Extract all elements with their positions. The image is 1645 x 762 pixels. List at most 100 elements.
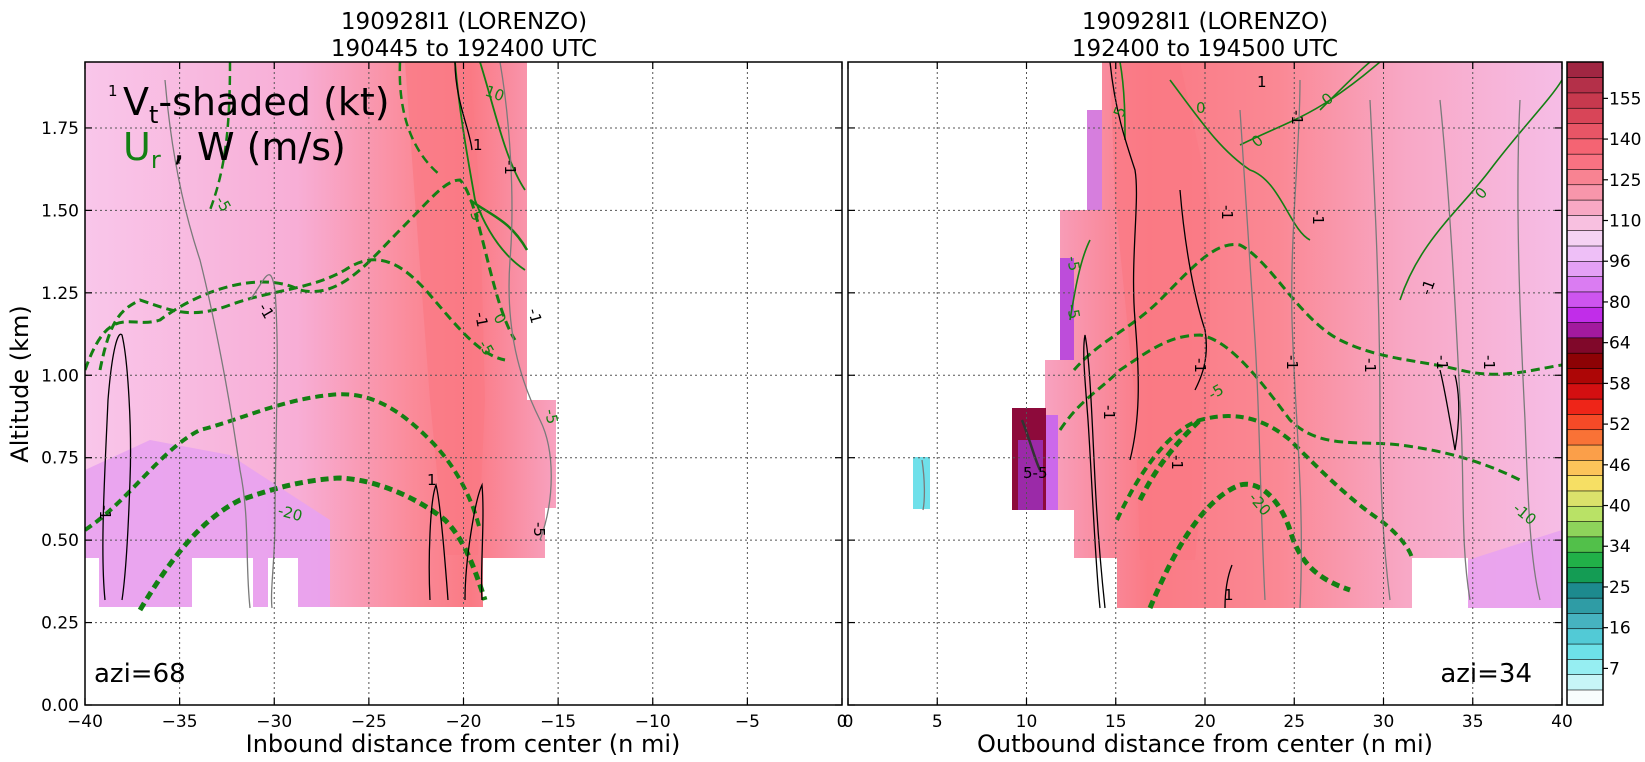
right-w-contour bbox=[1291, 79, 1303, 609]
y-tick-label: 1.25 bbox=[41, 284, 79, 304]
right-x-tick-label: 10 bbox=[1016, 712, 1038, 732]
colorbar-swatch bbox=[1566, 490, 1604, 507]
right-w-contour bbox=[1517, 99, 1541, 601]
left-ur-contour-label: -20 bbox=[276, 501, 304, 525]
colorbar-swatch bbox=[1566, 138, 1604, 155]
colorbar-swatch bbox=[1566, 674, 1604, 691]
left-w-contour bbox=[464, 482, 484, 601]
colorbar-swatch bbox=[1566, 352, 1604, 369]
right-w-contour bbox=[1109, 62, 1139, 461]
colorbar-swatch bbox=[1566, 260, 1604, 277]
colorbar-swatch bbox=[1566, 291, 1604, 308]
right-title-line2: 192400 to 194500 UTC bbox=[1072, 36, 1338, 62]
legend-ur-w-line: Ur , W (m/s) bbox=[123, 125, 346, 174]
right-w-contour bbox=[1224, 564, 1233, 609]
colorbar-swatch bbox=[1566, 429, 1604, 446]
colorbar-tick-label: 155 bbox=[1609, 89, 1641, 109]
colorbar-swatch bbox=[1566, 582, 1604, 599]
left-x-tick-label: −40 bbox=[67, 712, 103, 732]
right-ur-contour-label: -5 bbox=[1063, 303, 1083, 321]
y-axis-label: Altitude (km) bbox=[6, 305, 34, 462]
colorbar-swatch bbox=[1566, 337, 1604, 354]
colorbar-swatch bbox=[1566, 566, 1604, 584]
right-x-tick-label: 15 bbox=[1105, 712, 1127, 732]
colorbar-swatch bbox=[1566, 199, 1604, 216]
right-w-contour-label: -1 bbox=[1433, 355, 1451, 370]
right-x-tick-label: 25 bbox=[1283, 712, 1305, 732]
right-w-contour-label: -1 bbox=[1480, 355, 1498, 370]
colorbar-labels: 155 140 125 110 96 80 64 58 52 46 40 34 25 16 7 bbox=[1603, 89, 1641, 679]
left-w-contour bbox=[428, 482, 449, 601]
colorbar-swatch bbox=[1566, 536, 1604, 553]
colorbar-swatch bbox=[1566, 689, 1604, 706]
left-title-line2: 190445 to 192400 UTC bbox=[331, 36, 597, 62]
right-w-contour-label: -1 bbox=[1191, 358, 1209, 373]
right-vt-purple-edge bbox=[1060, 258, 1074, 360]
colorbar-swatch bbox=[1566, 61, 1604, 78]
right-w-contour-label: -1 bbox=[1309, 210, 1327, 225]
right-w-contour bbox=[1083, 334, 1106, 609]
left-x-tick-label: −20 bbox=[446, 712, 482, 732]
right-x-tick-label: 30 bbox=[1373, 712, 1395, 732]
right-w-contour-label: -1 bbox=[1417, 277, 1439, 297]
left-data-gap-1 bbox=[192, 558, 253, 608]
left-x-tick-label: 0 bbox=[837, 712, 848, 732]
left-w-contour-label: -1 bbox=[471, 311, 491, 329]
right-w-contour-label: 5-5 bbox=[1023, 464, 1048, 482]
colorbar-tick-label: 40 bbox=[1609, 497, 1631, 517]
right-ur-contour bbox=[1399, 79, 1562, 301]
left-ur-contour-label: 10 bbox=[483, 82, 507, 105]
left-x-tick-label: −15 bbox=[540, 712, 576, 732]
left-ur-contour bbox=[398, 62, 441, 176]
right-w-contour bbox=[921, 459, 926, 511]
right-ur-contour-label: -5 bbox=[1063, 255, 1083, 273]
colorbar-swatch bbox=[1566, 551, 1604, 568]
colorbar-tick-label: 80 bbox=[1609, 293, 1631, 313]
right-x-tick-label: 20 bbox=[1194, 712, 1216, 732]
left-w-contours bbox=[102, 62, 552, 609]
right-w-contour bbox=[1439, 99, 1471, 601]
right-w-contour-label: -1 bbox=[1100, 405, 1118, 420]
colorbar-swatch bbox=[1566, 230, 1604, 247]
left-ur-contour bbox=[98, 258, 506, 371]
right-vt-cyan-block bbox=[913, 457, 930, 509]
right-x-tick-label: 0 bbox=[843, 712, 854, 732]
y-tick-label: 1.75 bbox=[41, 119, 79, 139]
colorbar-swatch bbox=[1566, 276, 1604, 293]
colorbar-swatch bbox=[1566, 597, 1604, 614]
left-x-tick-label: −10 bbox=[635, 712, 671, 732]
y-tick-label: 0.50 bbox=[41, 531, 79, 551]
right-vt-purple-edge bbox=[1087, 110, 1102, 210]
colorbar-tick-label: 58 bbox=[1609, 374, 1631, 394]
left-panel: −40 −35 −30 −25 −20 −15 −10 −5 0 0.00 0.25 0.50 0.75… bbox=[6, 9, 847, 758]
colorbar-swatch bbox=[1566, 92, 1604, 109]
left-w-contour bbox=[249, 274, 278, 609]
colorbar-swatch bbox=[1566, 306, 1604, 323]
colorbar-swatch bbox=[1566, 612, 1604, 630]
right-w-contour-label: 1 bbox=[1224, 586, 1234, 604]
left-ur-contour bbox=[85, 178, 517, 371]
right-w-contour-label: -1 bbox=[1218, 205, 1236, 220]
colorbar-swatches bbox=[1566, 61, 1604, 706]
y-tick-label: 1.50 bbox=[41, 201, 79, 221]
colorbar-swatch bbox=[1566, 444, 1604, 461]
y-tick-label: 0.25 bbox=[41, 614, 79, 634]
left-w-contour-label: 1 bbox=[108, 82, 118, 100]
right-vt-shading bbox=[913, 62, 1562, 609]
colorbar-swatch bbox=[1566, 413, 1604, 431]
right-ur-contour bbox=[1169, 79, 1311, 241]
left-azimuth-label: azi=68 bbox=[94, 659, 186, 689]
right-ur-contour bbox=[1058, 333, 1521, 482]
right-w-contour bbox=[1239, 109, 1266, 601]
colorbar-swatch bbox=[1566, 505, 1604, 522]
colorbar-swatch bbox=[1566, 475, 1604, 492]
left-w-contour-label: 1 bbox=[427, 471, 437, 489]
colorbar-swatch bbox=[1566, 628, 1604, 645]
right-vt-purple-block bbox=[1018, 440, 1043, 510]
colorbar-swatch bbox=[1566, 153, 1604, 170]
right-w-contour bbox=[1179, 189, 1207, 391]
colorbar-tick-label: 25 bbox=[1609, 578, 1631, 598]
left-grid bbox=[85, 62, 842, 705]
y-tick-label: 0.00 bbox=[41, 696, 79, 716]
colorbar-tick-label: 52 bbox=[1609, 415, 1631, 435]
